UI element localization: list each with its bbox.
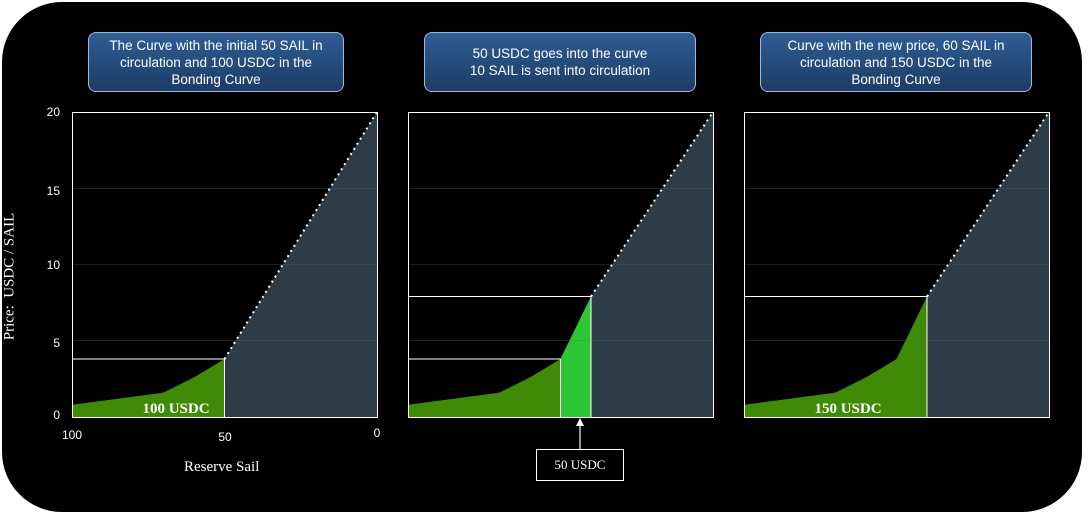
y-axis-label: Price: USDC / SAIL (1, 212, 18, 341)
x-tick-50: 50 (218, 430, 232, 444)
chart-panel-3: 150 USDC (744, 111, 1050, 418)
panel-3-title: Curve with the new price, 60 SAIL in cir… (760, 32, 1032, 92)
y-tick-10: 10 (46, 258, 60, 272)
callout-arrow (576, 418, 584, 449)
panel-2-title: 50 USDC goes into the curve 10 SAIL is s… (424, 32, 696, 92)
curve-dotted-line (590, 111, 714, 298)
panel-1-title-text: The Curve with the initial 50 SAIL in ci… (109, 37, 323, 87)
curve-dotted-line (926, 111, 1050, 298)
chart-panel-2 (408, 111, 714, 418)
curve-dotted-line (223, 111, 378, 360)
chart-panel-1: 100 USDC (72, 111, 378, 418)
x-tick-100: 100 (61, 428, 83, 442)
fill-amount-label: 100 USDC (142, 401, 209, 417)
y-tick-15: 15 (46, 184, 60, 198)
y-tick-20: 20 (46, 105, 60, 119)
panel-2-title-text: 50 USDC goes into the curve 10 SAIL is s… (469, 46, 651, 78)
fill-amount-label: 150 USDC (814, 401, 881, 417)
circulation-area (408, 296, 591, 417)
panel-frame (408, 112, 714, 418)
arrow-head (576, 418, 584, 426)
x-axis-label: Reserve Sail (184, 459, 260, 475)
callout-50-usdc: 50 USDC (536, 449, 624, 481)
x-tick-0: 0 (373, 426, 381, 440)
panel-3-title-text: Curve with the new price, 60 SAIL in cir… (787, 37, 1005, 87)
callout-label: 50 USDC (554, 457, 606, 472)
y-tick-0: 0 (53, 408, 60, 422)
panel-frame (744, 112, 1050, 418)
added-area (560, 296, 591, 417)
panel-frame (72, 112, 378, 418)
circulation-area (72, 359, 225, 417)
circulation-area (744, 296, 927, 417)
y-tick-5: 5 (53, 336, 60, 350)
panel-1-title: The Curve with the initial 50 SAIL in ci… (88, 32, 344, 92)
